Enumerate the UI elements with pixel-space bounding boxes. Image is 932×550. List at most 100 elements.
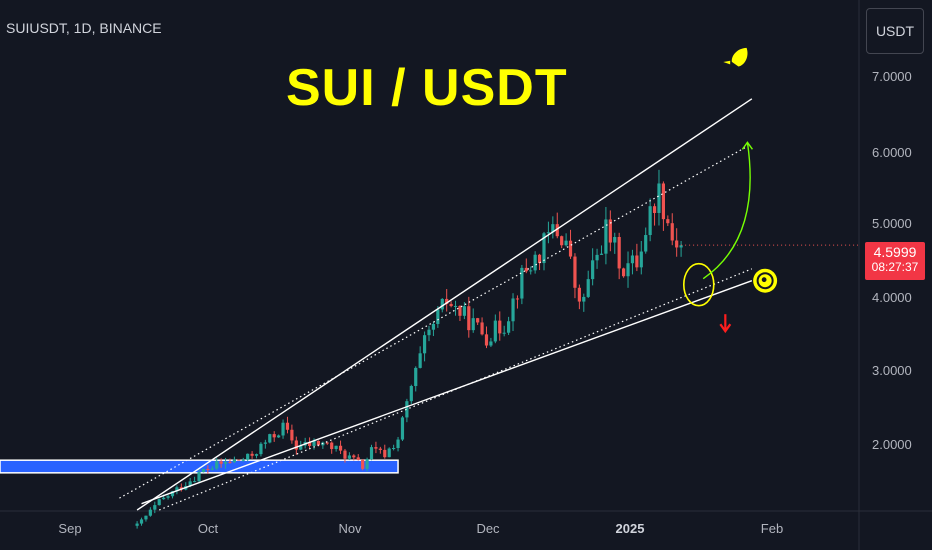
last-price-value: 4.5999 xyxy=(873,244,917,260)
candle-body xyxy=(449,303,453,307)
x-tick-label: 2025 xyxy=(615,521,645,536)
candle-body xyxy=(215,461,219,469)
candle-body xyxy=(312,440,316,446)
candle-body xyxy=(431,323,436,330)
candle-body xyxy=(144,515,148,520)
candle-body xyxy=(383,449,387,458)
candle-body xyxy=(604,219,608,254)
candle-body xyxy=(467,306,471,331)
candle-body xyxy=(237,459,241,461)
candle-body xyxy=(153,505,157,510)
trendline-lower-support xyxy=(141,280,753,505)
candle-body xyxy=(338,445,343,451)
candle-body xyxy=(396,439,400,448)
candle-body xyxy=(272,434,276,438)
candle-body xyxy=(263,442,267,444)
candle-body xyxy=(502,332,506,334)
x-tick-label: Dec xyxy=(476,521,500,536)
rocket-fin-icon xyxy=(723,60,731,65)
candle-body xyxy=(418,353,422,368)
candle-body xyxy=(294,440,298,450)
trendline-upper-inner xyxy=(119,145,748,499)
candle-body xyxy=(374,447,378,449)
candle-body xyxy=(307,442,312,446)
candle-body xyxy=(356,457,360,460)
currency-button[interactable]: USDT xyxy=(866,8,924,54)
candle-body xyxy=(175,487,179,492)
candle-body xyxy=(166,496,170,498)
x-tick-label: Feb xyxy=(760,521,784,536)
candle-body xyxy=(599,253,604,255)
trendline-upper-resistance xyxy=(136,98,753,511)
candle-body xyxy=(476,318,480,323)
candle-body xyxy=(458,305,462,316)
symbol-label[interactable]: SUIUSDT, 1D, BINANCE xyxy=(6,20,162,36)
candle-body xyxy=(365,459,369,469)
candle-body xyxy=(414,367,418,387)
candle-body xyxy=(232,459,237,463)
candle-body xyxy=(515,298,520,300)
down-arrow-head-icon xyxy=(719,323,732,334)
candle-body xyxy=(471,318,475,331)
rocket-icon xyxy=(731,47,748,67)
candle-body xyxy=(462,306,466,316)
y-tick-label: 3.0000 xyxy=(872,363,912,378)
candle-body xyxy=(675,240,679,248)
candle-body xyxy=(299,445,303,450)
x-tick-label: Sep xyxy=(58,521,82,536)
y-tick-label: 2.0000 xyxy=(872,437,912,452)
annotation-title: SUI / USDT xyxy=(286,59,568,117)
candle-body xyxy=(361,459,365,469)
candle-body xyxy=(170,491,175,497)
candle-body xyxy=(586,279,590,297)
candle-body xyxy=(139,519,144,524)
y-tick-label: 6.0000 xyxy=(872,145,912,160)
candle-body xyxy=(577,287,581,302)
candle-body xyxy=(405,401,409,418)
x-tick-label: Nov xyxy=(338,521,362,536)
candle-body xyxy=(343,450,347,459)
y-tick-label: 7.0000 xyxy=(872,69,912,84)
candle-body xyxy=(529,270,533,272)
candle-body xyxy=(409,386,413,402)
candle-body xyxy=(369,447,374,460)
candle-body xyxy=(542,233,546,264)
candle-body xyxy=(157,499,161,506)
candle-body xyxy=(533,254,537,271)
candle-body xyxy=(259,443,263,455)
candle-body xyxy=(648,206,652,236)
circle-target-center xyxy=(761,277,767,283)
candle-body xyxy=(670,223,674,241)
candle-body xyxy=(498,320,502,334)
candle-body xyxy=(223,461,228,464)
candle-body xyxy=(277,435,281,438)
x-tick-label: Oct xyxy=(197,521,219,536)
candle-body xyxy=(551,224,555,233)
candle-body xyxy=(201,468,206,473)
candle-body xyxy=(591,260,595,280)
candle-body xyxy=(378,448,382,450)
projection-arrowhead xyxy=(741,141,754,150)
candle-body xyxy=(250,453,254,456)
candle-body xyxy=(445,298,449,304)
y-tick-label: 4.0000 xyxy=(872,290,912,305)
candle-body xyxy=(387,448,391,458)
candle-body xyxy=(254,454,259,456)
candle-body xyxy=(493,320,497,342)
candle-body xyxy=(621,268,626,277)
candle-body xyxy=(595,254,599,261)
candle-body xyxy=(325,442,329,444)
candle-body xyxy=(564,240,568,246)
candle-body xyxy=(334,445,338,450)
candle-body xyxy=(400,417,405,440)
candle-body xyxy=(219,461,223,464)
candle-body xyxy=(436,309,440,324)
candle-body xyxy=(613,237,617,243)
y-tick-label: 5.0000 xyxy=(872,216,912,231)
candle-body xyxy=(537,254,542,264)
candle-body xyxy=(555,224,559,237)
candle-body xyxy=(582,296,586,302)
candle-body xyxy=(661,183,666,220)
candle-body xyxy=(197,472,201,482)
